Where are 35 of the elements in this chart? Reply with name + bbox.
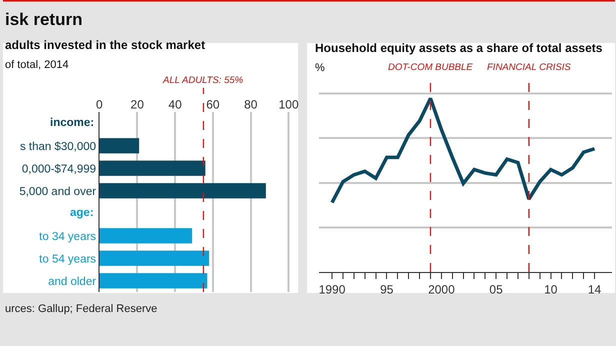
ref-line-label: FINANCIAL CRISIS [487, 62, 572, 73]
text: income: [50, 117, 94, 129]
text: age: [70, 207, 94, 219]
x-tick-label: 14 [588, 282, 602, 296]
chart-title: Household equity assets as a share of total assets [315, 41, 603, 55]
x-tick-label: 05 [489, 282, 504, 296]
y-tick-label: to 34 years [39, 230, 96, 243]
y-tick-label: s than $30,000 [20, 140, 96, 153]
bar [99, 160, 206, 176]
x-tick-label: 1990 [318, 282, 346, 296]
y-tick-label: 5,000 and over [19, 186, 96, 198]
y-axis-title: % [315, 62, 325, 74]
chart-subtitle: of total, 2014 [5, 59, 69, 71]
bar [99, 138, 140, 154]
bar [99, 228, 192, 244]
text: isk return [5, 10, 82, 29]
x-tick-label: 95 [380, 282, 394, 296]
y-tick-label: 0,000-$74,999 [22, 163, 96, 176]
x-tick-label: 100 [278, 98, 299, 112]
x-tick-label: 2000 [428, 282, 456, 296]
ref-line-label: ALL ADULTS: 55% [162, 75, 244, 86]
text: urces: Gallup; Federal Reserve [5, 303, 158, 315]
x-tick-label: 20 [130, 98, 144, 112]
ref-line-label: DOT-COM BUBBLE [388, 62, 474, 73]
bar [99, 273, 208, 288]
y-tick-label: to 54 years [39, 253, 96, 266]
x-tick-label: 0 [96, 98, 104, 112]
bar [99, 250, 210, 266]
x-tick-label: 10 [544, 282, 558, 296]
x-tick-label: 40 [168, 98, 182, 112]
bar [99, 183, 266, 198]
chart-title: adults invested in the stock market [5, 38, 206, 52]
x-tick-label: 60 [206, 98, 220, 112]
y-tick-label: and older [48, 276, 96, 288]
x-tick-label: 80 [244, 98, 258, 112]
